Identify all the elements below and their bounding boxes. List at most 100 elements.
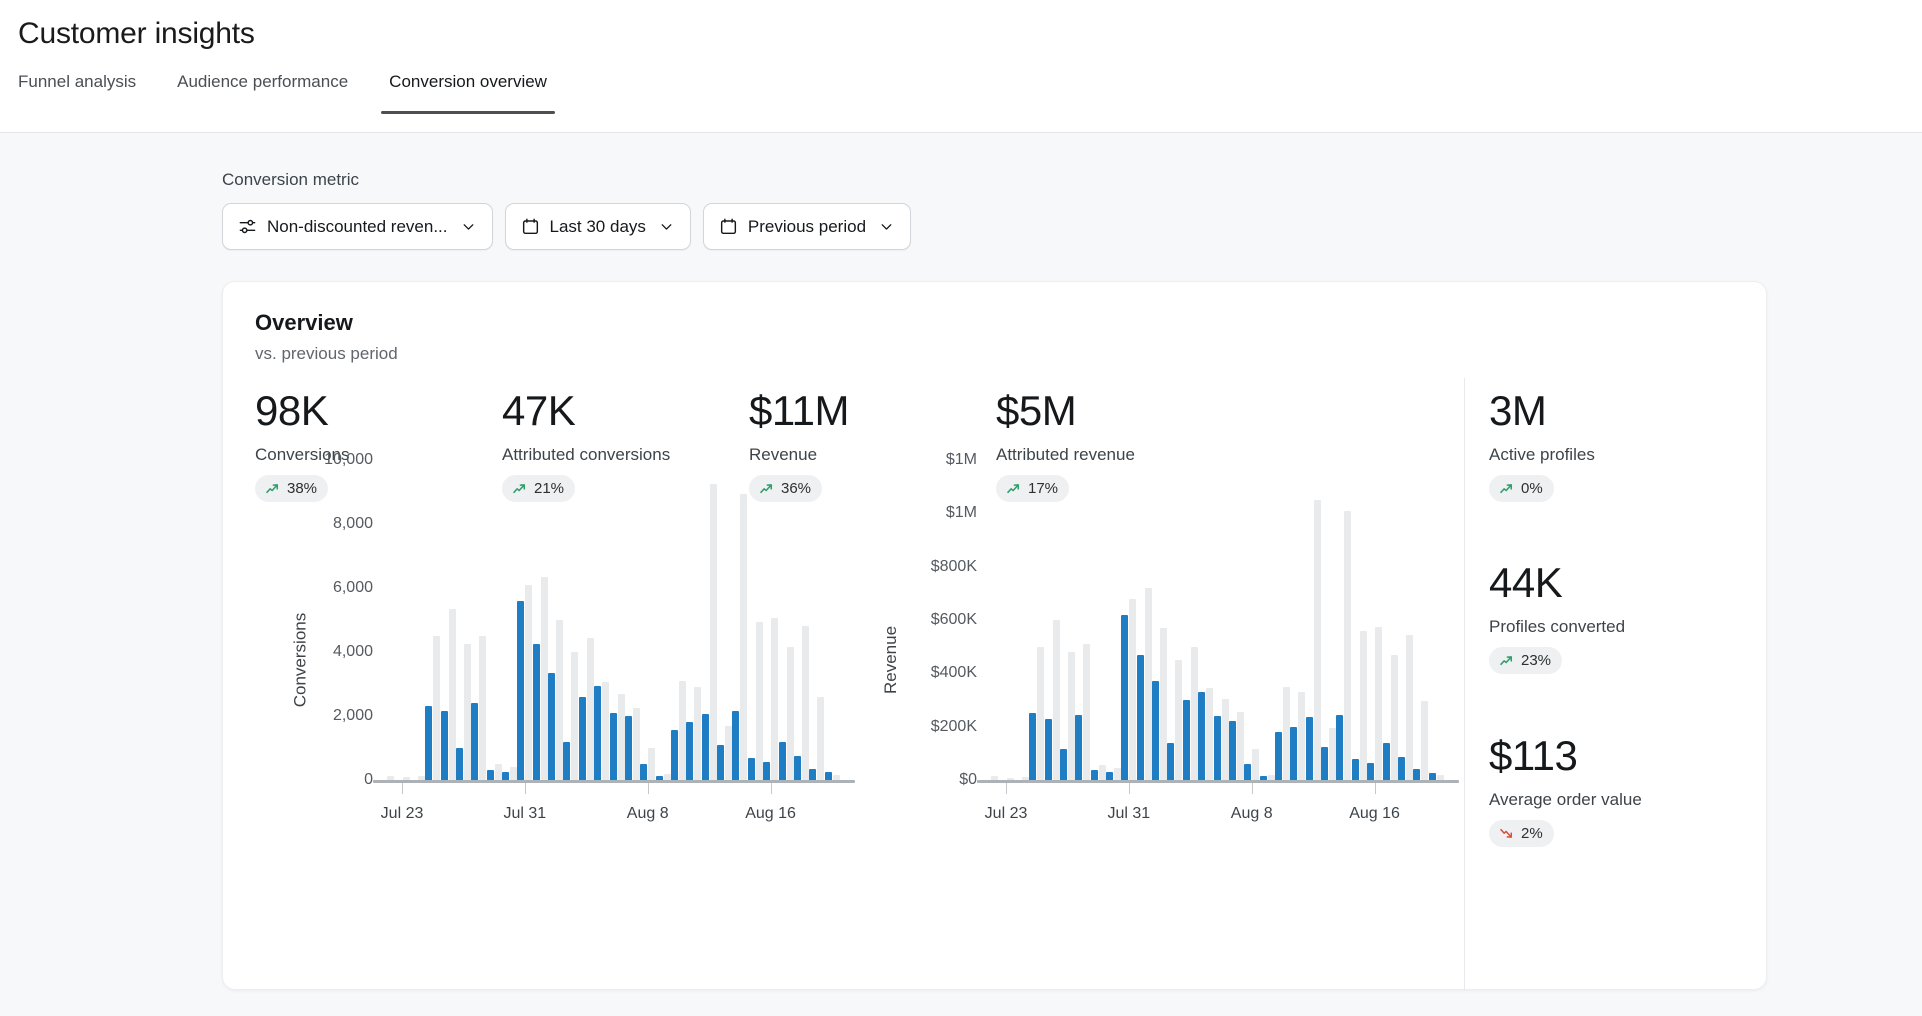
bar-group[interactable] <box>1244 460 1260 780</box>
bar-group[interactable] <box>1321 460 1337 780</box>
bar-current <box>532 644 540 780</box>
bar-group[interactable] <box>624 460 640 780</box>
bar-group[interactable] <box>455 460 471 780</box>
bar-group[interactable] <box>1413 460 1429 780</box>
bar-group[interactable] <box>686 460 702 780</box>
bar-group[interactable] <box>517 460 533 780</box>
bar-group[interactable] <box>1014 460 1029 780</box>
bar-group[interactable] <box>548 460 564 780</box>
kpi-delta-value: 23% <box>1521 652 1552 669</box>
bar-current <box>1397 757 1405 780</box>
bar-group[interactable] <box>640 460 656 780</box>
bar-current <box>1336 714 1344 780</box>
bar-group[interactable] <box>1397 460 1413 780</box>
bar-group[interactable] <box>532 460 548 780</box>
page-title: Customer insights <box>18 17 255 50</box>
bar-group[interactable] <box>983 460 999 780</box>
bar-group[interactable] <box>563 460 579 780</box>
bar-group[interactable] <box>717 460 733 780</box>
tab-conversion-overview[interactable]: Conversion overview <box>381 72 555 114</box>
date-range-dropdown[interactable]: Last 30 days <box>504 203 691 250</box>
plot-area <box>983 460 1459 780</box>
revenue-chart: Revenue $0 $200K $400K $600K $800K $1M $1M Jul 2… <box>859 451 1459 860</box>
trend-down-icon <box>1498 825 1515 842</box>
bar-group[interactable] <box>778 460 794 780</box>
bar-group[interactable] <box>1213 460 1229 780</box>
bar-previous <box>771 618 779 780</box>
bar-group[interactable] <box>1182 460 1198 780</box>
bar-group[interactable] <box>1444 460 1459 780</box>
bar-current <box>563 741 571 780</box>
bar-previous <box>786 647 794 780</box>
bar-group[interactable] <box>1044 460 1060 780</box>
bar-current <box>732 711 740 780</box>
bar-group[interactable] <box>793 460 809 780</box>
bar-group[interactable] <box>747 460 763 780</box>
conversion-metric-dropdown[interactable]: Non-discounted reven... <box>222 203 493 250</box>
bar-group[interactable] <box>1121 460 1137 780</box>
bar-group[interactable] <box>1106 460 1122 780</box>
bar-group[interactable] <box>1290 460 1306 780</box>
comparison-period-dropdown[interactable]: Previous period <box>702 203 912 250</box>
bar-previous <box>1160 628 1168 780</box>
bar-group[interactable] <box>1351 460 1367 780</box>
tab-audience-performance[interactable]: Audience performance <box>177 72 349 91</box>
bar-group[interactable] <box>1428 460 1444 780</box>
bar-previous <box>1129 598 1137 780</box>
bar-group[interactable] <box>1029 460 1045 780</box>
bar-group[interactable] <box>1198 460 1214 780</box>
bar-current <box>655 776 663 780</box>
bar-group[interactable] <box>732 460 748 780</box>
bar-previous <box>1390 654 1398 780</box>
bar-previous <box>1021 776 1029 780</box>
bar-group[interactable] <box>394 460 410 780</box>
bar-group[interactable] <box>1336 460 1352 780</box>
bar-group[interactable] <box>410 460 425 780</box>
bar-current <box>1029 713 1037 780</box>
x-axis-line <box>373 780 855 783</box>
bar-group[interactable] <box>1228 460 1244 780</box>
bar-group-container <box>983 460 1459 780</box>
bar-group[interactable] <box>1382 460 1398 780</box>
y-axis-ticks: 0 2,000 4,000 6,000 8,000 10,000 <box>281 451 373 788</box>
bar-current <box>486 770 494 780</box>
bar-group[interactable] <box>655 460 671 780</box>
bar-group[interactable] <box>594 460 610 780</box>
bar-group[interactable] <box>1090 460 1106 780</box>
bar-group[interactable] <box>671 460 686 780</box>
bar-group[interactable] <box>471 460 487 780</box>
bar-group[interactable] <box>998 460 1014 780</box>
bar-group[interactable] <box>840 460 855 780</box>
bar-group[interactable] <box>379 460 395 780</box>
bar-previous <box>740 493 748 780</box>
bar-previous <box>586 637 594 780</box>
bar-group[interactable] <box>701 460 717 780</box>
bar-group[interactable] <box>578 460 594 780</box>
bar-group[interactable] <box>824 460 840 780</box>
y-axis-tick-label: 6,000 <box>332 579 373 596</box>
bar-current <box>1413 769 1421 780</box>
bar-group[interactable] <box>1167 460 1183 780</box>
bar-group[interactable] <box>1136 460 1152 780</box>
bar-group[interactable] <box>1259 460 1275 780</box>
kpi-value: $5M <box>996 387 1077 434</box>
bar-group[interactable] <box>1367 460 1383 780</box>
bar-group[interactable] <box>809 460 825 780</box>
bar-group[interactable] <box>502 460 518 780</box>
conversion-metric-label: Conversion metric <box>222 170 359 189</box>
bar-group[interactable] <box>1275 460 1290 780</box>
bar-group[interactable] <box>1059 460 1075 780</box>
bar-previous <box>1313 500 1321 780</box>
bar-group[interactable] <box>1152 460 1168 780</box>
kpi-rail: 3M Active profiles 0% 44K Profiles converted… <box>1464 378 1766 991</box>
bar-group[interactable] <box>425 460 441 780</box>
tab-funnel-analysis[interactable]: Funnel analysis <box>18 72 137 91</box>
bar-group[interactable] <box>1075 460 1091 780</box>
bar-group[interactable] <box>1305 460 1321 780</box>
bar-group[interactable] <box>609 460 625 780</box>
bar-group[interactable] <box>486 460 502 780</box>
bar-current <box>1090 769 1098 780</box>
bar-group[interactable] <box>440 460 456 780</box>
x-axis-tick-mark <box>1006 783 1008 794</box>
bar-group[interactable] <box>763 460 779 780</box>
